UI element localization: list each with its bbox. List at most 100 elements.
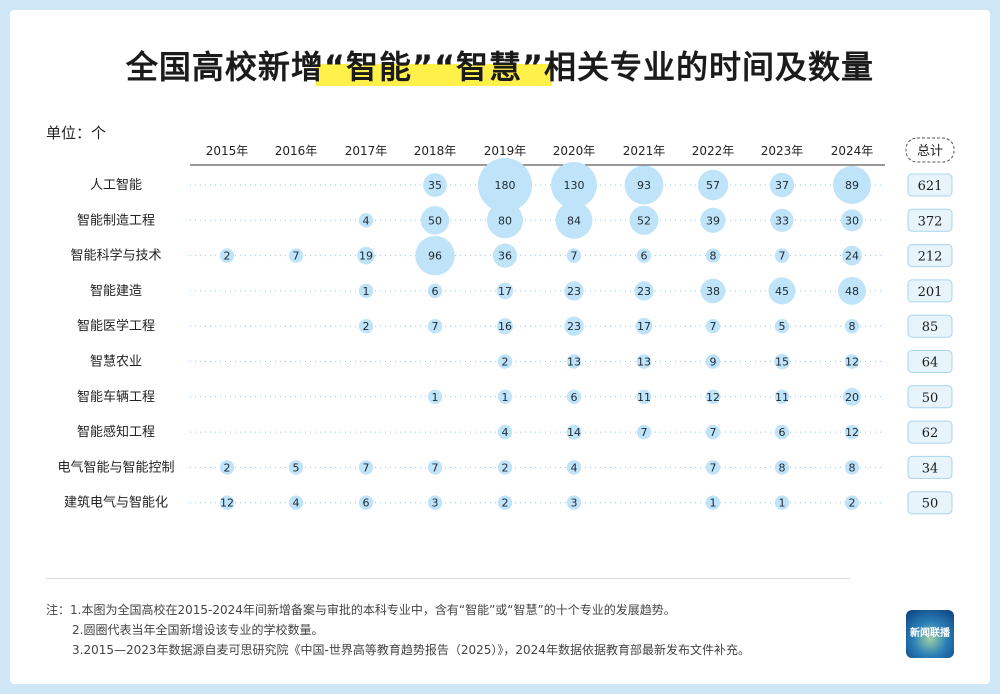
bubble-value: 30 (845, 214, 859, 227)
year-label: 2019年 (484, 144, 527, 158)
bubble (840, 209, 864, 232)
bubble-value: 4 (502, 426, 509, 439)
bubble (357, 246, 375, 265)
bubble (774, 424, 790, 440)
bubble (636, 354, 652, 369)
total-pill (907, 314, 953, 338)
bubble (358, 319, 374, 334)
bubble (774, 353, 790, 370)
bubble (774, 248, 790, 263)
bubble (219, 248, 235, 263)
bubble-value: 38 (706, 285, 720, 298)
bubble-value: 19 (359, 250, 373, 263)
bubble (634, 281, 654, 301)
bubble (705, 389, 721, 404)
bubble-value: 35 (428, 179, 442, 192)
bubble (492, 243, 518, 268)
bubble (219, 495, 235, 510)
bubble (774, 319, 790, 334)
bubble-value: 33 (775, 214, 789, 227)
row-label: 电气智能与智能控制 (57, 459, 174, 475)
bubble-value: 2 (502, 497, 509, 510)
bubble-value: 4 (571, 461, 578, 474)
total-pill (907, 385, 953, 409)
row-total: 50 (922, 497, 939, 512)
bubble-value: 13 (567, 356, 581, 369)
bubble (774, 495, 790, 510)
cctv-news-logo: 新闻联播 (906, 610, 954, 658)
bubble-value: 16 (498, 320, 512, 333)
bubble-value: 7 (363, 461, 370, 474)
bubble (288, 495, 304, 510)
title-highlight (316, 64, 552, 86)
bubble (636, 424, 652, 440)
bubble-value: 24 (845, 250, 859, 263)
bubble (358, 283, 374, 299)
year-label: 2017年 (345, 144, 388, 158)
bubble (427, 460, 443, 475)
bubble-value: 17 (498, 285, 512, 298)
card (10, 10, 990, 684)
bubble-value: 57 (706, 179, 720, 192)
bubble-value: 6 (363, 497, 370, 510)
bubble-value: 4 (293, 497, 300, 510)
bubble (700, 278, 726, 304)
bubble-value: 5 (293, 461, 300, 474)
bubble (774, 389, 790, 404)
bubble-value: 12 (845, 356, 859, 369)
bubble-value: 80 (498, 214, 512, 227)
bubble (478, 158, 532, 212)
bubble-value: 6 (641, 250, 648, 263)
row-label: 智能科学与技术 (70, 248, 161, 264)
bubble (844, 354, 860, 369)
row-label: 智能医学工程 (77, 318, 155, 334)
bubble (833, 166, 871, 204)
row-total: 85 (922, 320, 939, 335)
bubble (636, 389, 652, 404)
bubble-value: 7 (710, 426, 717, 439)
bubble (423, 173, 447, 197)
bubble-value: 11 (637, 391, 651, 404)
row-total: 201 (918, 285, 943, 300)
bubble (635, 317, 653, 335)
year-label: 2021年 (623, 144, 666, 158)
bubble-value: 11 (775, 391, 789, 404)
bubble-value: 9 (710, 356, 717, 369)
total-header: 总计 (917, 144, 943, 159)
bubble-value: 12 (845, 426, 859, 439)
row-total: 212 (918, 250, 943, 265)
bubble-value: 23 (567, 320, 581, 333)
bubble-value: 2 (849, 497, 856, 510)
bubble (564, 316, 584, 336)
row-label: 人工智能 (90, 178, 142, 193)
row-label: 建筑电气与智能化 (64, 495, 168, 511)
row-total: 372 (918, 214, 943, 229)
bubble-value: 3 (571, 497, 578, 510)
bubble (427, 495, 443, 510)
bubble-value: 7 (779, 250, 786, 263)
total-pill (907, 173, 953, 197)
bubble-value: 15 (775, 356, 789, 369)
unit-label: 单位：个 (46, 124, 107, 142)
row-total: 621 (918, 179, 943, 194)
bubble (496, 318, 514, 335)
bubble-value: 7 (432, 320, 439, 333)
bubble (844, 495, 860, 510)
bubble-value: 3 (432, 497, 439, 510)
bubble (705, 460, 721, 475)
bubble-value: 8 (849, 461, 856, 474)
note-3: 3.2015—2023年数据源自麦可思研究院《中国-世界高等教育趋势报告（202… (72, 643, 750, 657)
bubble (555, 201, 593, 239)
bubble-value: 93 (637, 179, 651, 192)
bubble (415, 235, 455, 276)
bubble (358, 460, 374, 475)
bubble-value: 1 (779, 497, 786, 510)
bubble (497, 389, 513, 404)
year-label: 2016年 (275, 144, 318, 158)
bubble-value: 2 (502, 356, 509, 369)
total-pill (907, 208, 953, 232)
bubble-value: 2 (224, 461, 231, 474)
row-total: 34 (922, 461, 939, 476)
bubble (288, 248, 304, 263)
